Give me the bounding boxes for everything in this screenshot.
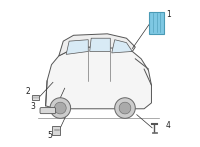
FancyBboxPatch shape [149,12,164,34]
Circle shape [54,102,66,114]
Text: 3: 3 [30,102,35,111]
FancyBboxPatch shape [52,126,60,135]
Circle shape [115,98,135,118]
Circle shape [119,102,131,114]
Polygon shape [90,38,110,51]
FancyBboxPatch shape [40,108,56,114]
Text: 1: 1 [166,10,171,19]
Circle shape [50,98,71,118]
Text: 4: 4 [166,121,171,130]
Text: 5: 5 [48,131,52,141]
Polygon shape [46,47,151,109]
Polygon shape [112,40,132,53]
Polygon shape [59,34,135,56]
Polygon shape [66,40,88,54]
FancyBboxPatch shape [32,95,39,100]
FancyBboxPatch shape [152,132,157,133]
Text: 2: 2 [26,87,30,96]
